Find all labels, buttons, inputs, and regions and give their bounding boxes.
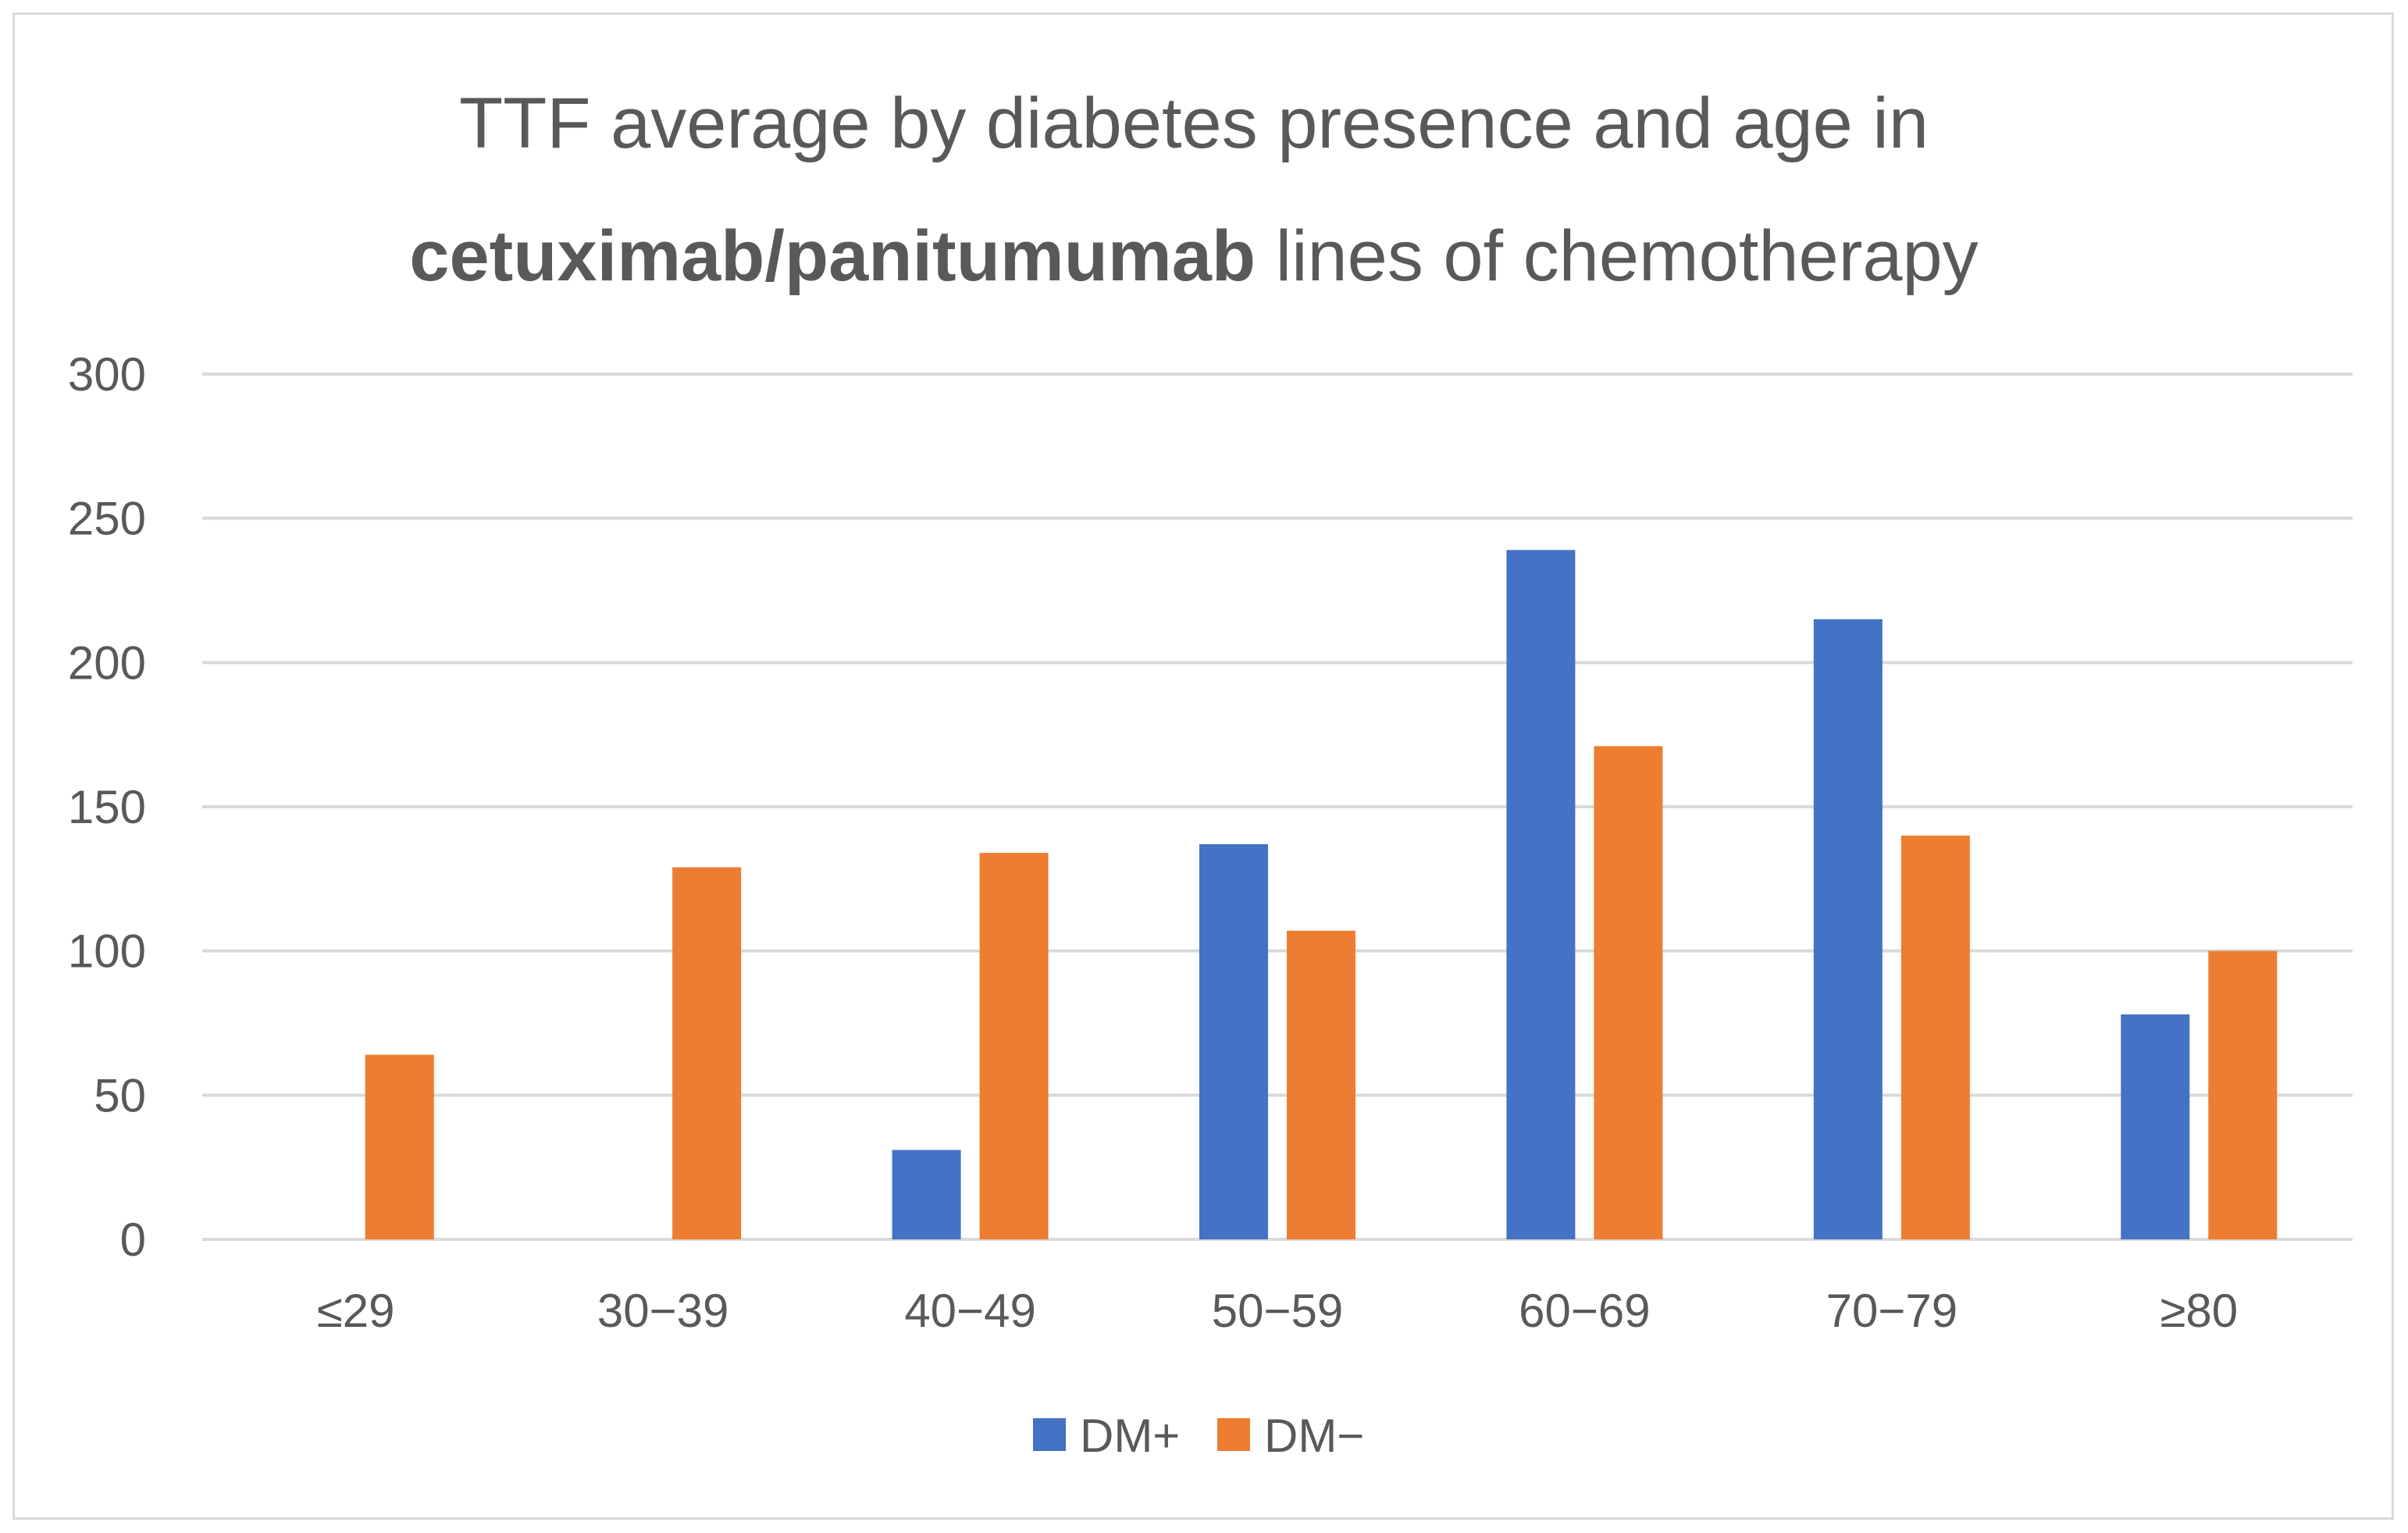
y-tick-label: 250 (68, 493, 146, 545)
chart-title-line-2: cetuximab/panitumumab lines of chemother… (409, 216, 1978, 296)
legend: DM+ DM− (1033, 1410, 1364, 1462)
bar-dm-minus-4 (1594, 746, 1663, 1239)
y-tick-label: 300 (68, 348, 146, 401)
bar-dm-minus-3 (1287, 930, 1355, 1239)
legend-label: DM− (1264, 1410, 1364, 1462)
chart-frame: TTF average by diabetes presence and age… (12, 12, 2394, 1520)
legend-label: DM+ (1080, 1410, 1180, 1462)
bar-dm-plus-2 (892, 1150, 961, 1239)
x-tick-label: 40−49 (904, 1285, 1036, 1337)
bar-dm-plus-5 (1813, 619, 1883, 1239)
chart-title-rest: lines of chemotherapy (1256, 216, 1979, 296)
bar-dm-plus-4 (1506, 550, 1576, 1239)
x-tick-label: ≤29 (317, 1285, 395, 1337)
bar-dm-plus-3 (1199, 844, 1268, 1239)
bar-dm-minus-2 (979, 853, 1049, 1239)
bar-chart: TTF average by diabetes presence and age… (68, 84, 2353, 1462)
y-tick-label: 200 (68, 636, 146, 689)
y-tick-label: 100 (68, 925, 146, 978)
legend-swatch (1033, 1418, 1066, 1451)
x-axis-ticks: ≤29 30−39 40−49 50−59 60−69 70−79 ≥80 (317, 1285, 2238, 1337)
gridlines (202, 373, 2353, 1241)
chart-title-bold: cetuximab/panitumumab (409, 216, 1256, 296)
y-tick-label: 0 (120, 1214, 146, 1266)
bar-dm-minus-6 (2208, 950, 2278, 1239)
bar-dm-minus-5 (1900, 835, 1970, 1239)
x-tick-label: 60−69 (1519, 1285, 1651, 1337)
bar-dm-minus-0 (365, 1054, 434, 1239)
legend-swatch (1217, 1418, 1250, 1451)
bar-dm-plus-6 (2121, 1014, 2190, 1239)
x-tick-label: 70−79 (1826, 1285, 1958, 1337)
chart-title-line-1: TTF average by diabetes presence and age… (459, 84, 1929, 163)
bar-dm-minus-1 (672, 867, 742, 1239)
y-tick-label: 50 (94, 1069, 146, 1121)
bars (365, 550, 2278, 1239)
y-tick-label: 150 (68, 781, 146, 833)
x-tick-label: ≥80 (2160, 1285, 2238, 1337)
x-tick-label: 50−59 (1212, 1285, 1344, 1337)
x-tick-label: 30−39 (597, 1285, 729, 1337)
y-axis-ticks: 0 50 100 150 200 250 300 (68, 348, 146, 1266)
